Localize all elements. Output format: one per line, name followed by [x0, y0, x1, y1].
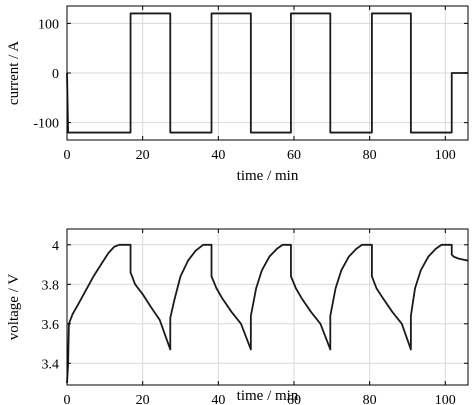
voltage-y-tick-label: 3.4: [42, 357, 60, 372]
current-x-axis-label: time / min: [237, 168, 299, 184]
voltage-y-axis-label: voltage / V: [6, 274, 22, 341]
current-y-tick-label: 0: [52, 67, 59, 82]
current-y-tick-label: 100: [38, 17, 59, 32]
voltage-x-tick-label: 20: [136, 393, 150, 405]
current-y-tick-label: -100: [33, 117, 59, 132]
voltage-axes-frame: [66, 228, 469, 386]
current-x-tick-label: 60: [287, 148, 301, 163]
voltage-series-line: [66, 243, 469, 384]
voltage-y-tick-label: 3.6: [42, 318, 60, 333]
voltage-y-tick-label: 4: [52, 239, 59, 254]
voltage-x-axis-label: time / min: [237, 388, 299, 404]
current-x-tick-label: 20: [136, 148, 150, 163]
current-series-line: [66, 12, 468, 134]
voltage-x-tick-label: 0: [64, 393, 71, 405]
voltage-panel: 0 20 40 60 80 100 3.4 3.6 3.8 4 time / min voltage …: [6, 228, 469, 405]
current-x-tick-label: 80: [363, 148, 377, 163]
voltage-x-tick-label: 60: [287, 393, 301, 405]
voltage-x-tick-label: 80: [363, 393, 377, 405]
current-y-axis-label: current / A: [6, 41, 22, 105]
voltage-x-tick-label: 40: [211, 393, 225, 405]
current-x-tick-label: 0: [64, 148, 71, 163]
current-x-tick-label: 40: [211, 148, 225, 163]
current-panel: 0 20 40 60 80 100 -100 0 100 time / min current / …: [6, 5, 469, 184]
voltage-y-tick-label: 3.8: [42, 278, 60, 293]
current-x-tick-label: 100: [435, 148, 456, 163]
voltage-x-tick-label: 100: [435, 393, 456, 405]
